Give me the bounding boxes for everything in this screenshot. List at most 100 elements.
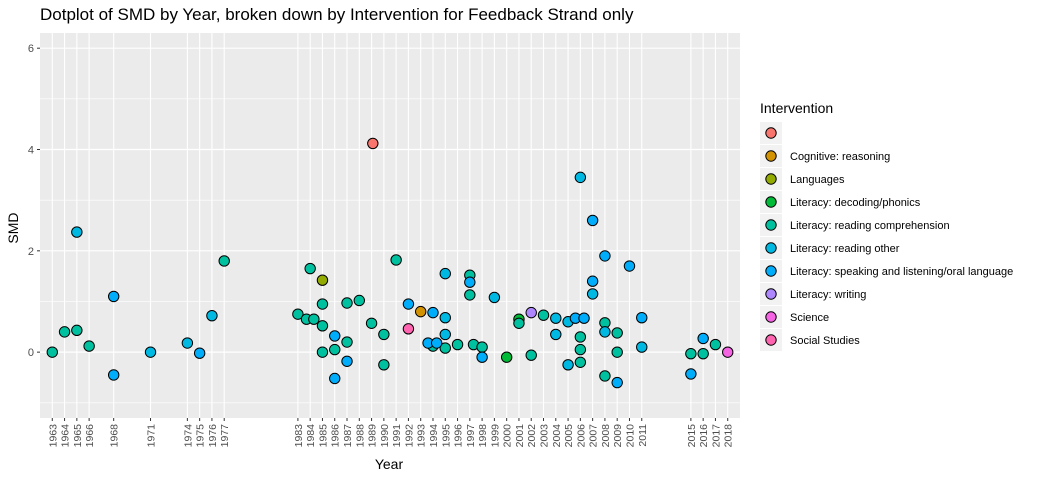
data-point <box>341 297 353 309</box>
data-point <box>476 351 488 363</box>
x-tick-label: 1963 <box>47 424 59 448</box>
y-axis-label: SMD <box>5 212 21 243</box>
legend-label: Literacy: writing <box>790 289 866 301</box>
data-point <box>586 275 599 287</box>
legend-key <box>765 288 777 300</box>
data-point <box>636 311 648 324</box>
x-tick-label: 1976 <box>207 424 219 448</box>
plot-panel <box>40 33 740 418</box>
data-point <box>550 328 562 341</box>
data-point <box>292 308 304 320</box>
x-tick-label: 1983 <box>293 424 305 448</box>
data-point <box>537 309 550 321</box>
y-tick-label: 0 <box>28 347 34 359</box>
data-point <box>464 289 476 301</box>
x-tick-label: 1994 <box>428 424 440 448</box>
x-tick-label: 1968 <box>109 424 121 448</box>
legend-key <box>765 334 777 346</box>
data-point <box>181 337 194 349</box>
x-tick-label: 1999 <box>489 424 501 448</box>
data-point <box>574 356 587 368</box>
x-tick-label: 1985 <box>317 424 329 448</box>
data-point <box>611 376 623 389</box>
data-point <box>107 290 120 303</box>
x-tick-label: 1974 <box>182 424 194 448</box>
y-tick-label: 2 <box>28 246 34 258</box>
legend-label: Social Studies <box>790 335 860 347</box>
x-tick-label: 2005 <box>563 424 575 448</box>
data-point <box>193 347 206 359</box>
data-point <box>599 326 611 338</box>
data-point <box>316 298 329 310</box>
data-point <box>513 317 525 329</box>
legend-key <box>765 242 777 254</box>
x-tick-label: 2002 <box>526 424 538 448</box>
legend-key <box>765 219 777 231</box>
data-point <box>218 255 230 267</box>
x-tick-label: 2015 <box>686 424 698 448</box>
legend-label: Literacy: decoding/phonics <box>790 197 921 209</box>
data-point <box>316 320 329 332</box>
data-point <box>415 305 427 318</box>
data-point <box>574 331 587 343</box>
legend-label: Science <box>790 312 829 324</box>
chart-title: Dotplot of SMD by Year, broken down by I… <box>40 5 634 24</box>
data-point <box>562 359 574 371</box>
data-point <box>636 341 648 353</box>
data-point <box>451 338 464 351</box>
legend-label: Languages <box>790 174 845 186</box>
plot-area: 0 2 4 6 1963 1964 1965 1966 1968 1971 1974 1975 1976… <box>28 33 740 447</box>
legend-label: Cognitive: reasoning <box>790 151 890 163</box>
legend-key <box>765 127 777 139</box>
data-point <box>341 355 353 367</box>
data-point <box>488 291 501 304</box>
data-point <box>525 306 537 319</box>
data-point <box>206 309 218 322</box>
x-tick-label: 2004 <box>551 424 563 448</box>
data-point <box>722 346 734 358</box>
x-tick-label: 2018 <box>723 424 735 448</box>
data-point <box>574 343 587 356</box>
data-point <box>709 338 722 351</box>
legend-label: Literacy: speaking and listening/oral la… <box>790 266 1013 278</box>
legend-label: Literacy: reading comprehension <box>790 220 950 232</box>
data-point <box>586 288 599 300</box>
x-tick-label: 1990 <box>379 424 391 448</box>
data-point <box>365 317 378 329</box>
x-tick-label: 2008 <box>600 424 612 448</box>
data-point <box>390 254 402 266</box>
x-tick-label: 1998 <box>477 424 489 448</box>
x-tick-label: 1988 <box>354 424 366 448</box>
x-tick-label: 2003 <box>539 424 551 448</box>
data-point <box>144 346 157 358</box>
x-tick-label: 2006 <box>575 424 587 448</box>
data-point <box>464 276 476 288</box>
x-tick-label: 2011 <box>637 424 649 447</box>
data-point <box>685 347 697 360</box>
data-point <box>316 274 329 286</box>
data-point <box>83 340 95 352</box>
data-point <box>402 298 415 310</box>
data-point <box>308 313 320 325</box>
x-tick-label: 1965 <box>72 424 84 448</box>
x-axis-label: Year <box>375 456 404 472</box>
data-point <box>599 250 611 262</box>
data-point <box>329 343 341 356</box>
data-point <box>367 137 379 150</box>
data-point <box>697 332 709 345</box>
x-tick-label: 1977 <box>219 424 231 448</box>
x-tick-label: 2001 <box>514 424 526 448</box>
x-tick-label: 1964 <box>60 424 72 448</box>
x-tick-label: 1997 <box>465 424 477 448</box>
x-tick-label: 1995 <box>440 424 452 448</box>
x-tick-label: 1989 <box>367 424 379 448</box>
x-tick-label: 2017 <box>710 424 722 448</box>
data-point <box>304 262 316 275</box>
data-point <box>697 347 709 360</box>
x-tick-label: 1966 <box>84 424 96 448</box>
data-point <box>427 306 439 319</box>
data-point <box>430 337 443 349</box>
data-point <box>611 327 623 339</box>
